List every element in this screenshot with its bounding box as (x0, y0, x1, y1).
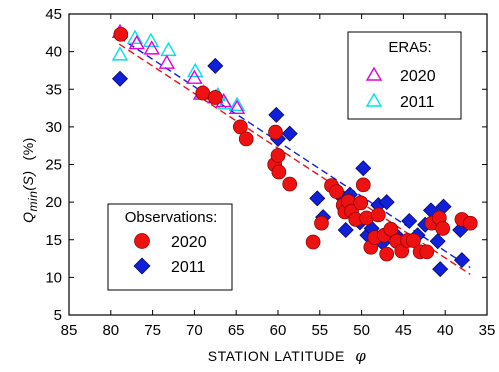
data-points (111, 23, 478, 278)
x-tick-label-85: 85 (61, 322, 78, 339)
obs-2020-point-3 (233, 119, 248, 135)
x-tick-label-60: 60 (270, 322, 287, 339)
legend-obs-box (107, 203, 233, 291)
x-tick-label-75: 75 (144, 322, 161, 339)
era5-2011-point-0 (111, 46, 129, 61)
legend-era5-box (347, 31, 462, 120)
obs-2020-point-27 (383, 221, 399, 237)
axes: 85 80 75 70 65 60 55 50 45 40 35 5 10 15 20 25 30 35 40 45 (45, 6, 495, 339)
obs-2020-point-4 (238, 131, 254, 147)
x-tick-label-45: 45 (395, 322, 412, 339)
legend-obs-title: Observations: (125, 209, 218, 226)
legend-era5-2020-label: 2020 (400, 68, 436, 85)
obs-2020-point-20 (355, 177, 371, 193)
era5-2020-point-2 (143, 40, 160, 55)
obs-2011-point-20 (401, 212, 418, 229)
legend-era5-2011-label: 2011 (400, 94, 435, 111)
obs-2020-point-9 (282, 176, 298, 192)
x-tick-label-65: 65 (228, 322, 245, 339)
trend-red-line (118, 43, 471, 275)
y-axis-subscript: min (26, 191, 40, 212)
legend-obs-2011-diamond-icon (133, 257, 151, 275)
x-axis-title: STATION LATITUDE φ (208, 347, 367, 365)
x-tick-label-50: 50 (353, 322, 370, 339)
obs-2011-point-17 (378, 194, 395, 211)
y-tick-label-25: 25 (45, 157, 62, 174)
y-tick-label-20: 20 (45, 194, 62, 211)
x-tick-label-40: 40 (437, 322, 454, 339)
trend-blue-line (118, 36, 471, 269)
legend-observations: Observations: 2020 2011 (107, 203, 233, 291)
obs-2020-point-2 (207, 90, 223, 105)
trend-lines (118, 36, 471, 275)
obs-2020-point-0 (113, 26, 129, 42)
legend-era5-title: ERA5: (388, 39, 431, 56)
obs-2020-point-1 (195, 85, 211, 101)
y-axis-title: Qmin(S) (%) (20, 137, 40, 223)
era5-2011-point-8 (228, 96, 246, 112)
legend-obs-2020-label: 2020 (171, 234, 207, 251)
obs-2020-point-7 (271, 164, 287, 180)
legend-obs-2020-circle-icon (134, 233, 150, 249)
y-axis-q: Q (20, 211, 36, 222)
obs-2020-point-10 (305, 234, 321, 250)
obs-2020-point-8 (270, 148, 286, 163)
era5-2011-point-1 (126, 29, 144, 45)
y-tick-label-40: 40 (45, 44, 62, 61)
obs-2020-point-5 (268, 124, 283, 140)
obs-2020-point-31 (406, 233, 421, 248)
y-axis-arg: (S) (20, 170, 36, 190)
x-tick-label-70: 70 (186, 322, 203, 339)
obs-2011-point-25 (432, 261, 449, 278)
era5-2020-point-3 (158, 54, 176, 69)
legend-era5-2020-triangle-icon (365, 66, 383, 81)
obs-2011-point-1 (207, 57, 224, 74)
y-tick-label-35: 35 (45, 81, 62, 98)
x-tick-label-35: 35 (479, 322, 496, 339)
obs-2020-point-24 (370, 207, 386, 223)
obs-2020-point-36 (435, 221, 451, 236)
legend-obs-2011-label: 2011 (171, 259, 206, 276)
era5-2011-point-2 (142, 32, 160, 48)
obs-2020-point-13 (329, 184, 344, 199)
obs-2011-point-24 (429, 233, 446, 250)
era5-2011-point-4 (187, 62, 204, 78)
y-tick-label-30: 30 (45, 119, 62, 136)
obs-2011-point-0 (112, 70, 128, 87)
y-tick-label-15: 15 (45, 232, 62, 249)
y-tick-label-45: 45 (45, 6, 62, 23)
x-axis-title-text: STATION LATITUDE (208, 348, 345, 364)
x-tick-label-55: 55 (311, 322, 328, 339)
obs-2020-point-38 (462, 215, 478, 231)
obs-2020-point-11 (314, 215, 329, 231)
obs-2020-point-33 (419, 244, 435, 260)
legend-era5: ERA5: 2020 2011 (347, 31, 462, 120)
era5-2020-point-1 (128, 34, 145, 50)
era5-2011-point-3 (160, 41, 177, 57)
y-tick-label-10: 10 (45, 269, 62, 286)
x-axis-symbol: φ (355, 347, 366, 365)
obs-2020-point-26 (379, 246, 395, 262)
obs-2020-point-19 (353, 195, 369, 211)
y-tick-label-5: 5 (54, 307, 62, 324)
obs-2011-point-4 (281, 125, 298, 142)
obs-2011-point-5 (309, 190, 326, 207)
obs-2011-point-12 (355, 160, 372, 177)
era5-2020-point-8 (228, 99, 246, 115)
obs-2011-point-2 (268, 106, 285, 123)
obs-2011-point-9 (337, 221, 354, 238)
obs-2011-point-28 (453, 252, 470, 269)
era5-2020-point-4 (186, 69, 203, 84)
legend-era5-2011-triangle-icon (365, 92, 383, 107)
y-axis-unit: (%) (20, 137, 36, 160)
x-tick-label-80: 80 (102, 322, 119, 339)
